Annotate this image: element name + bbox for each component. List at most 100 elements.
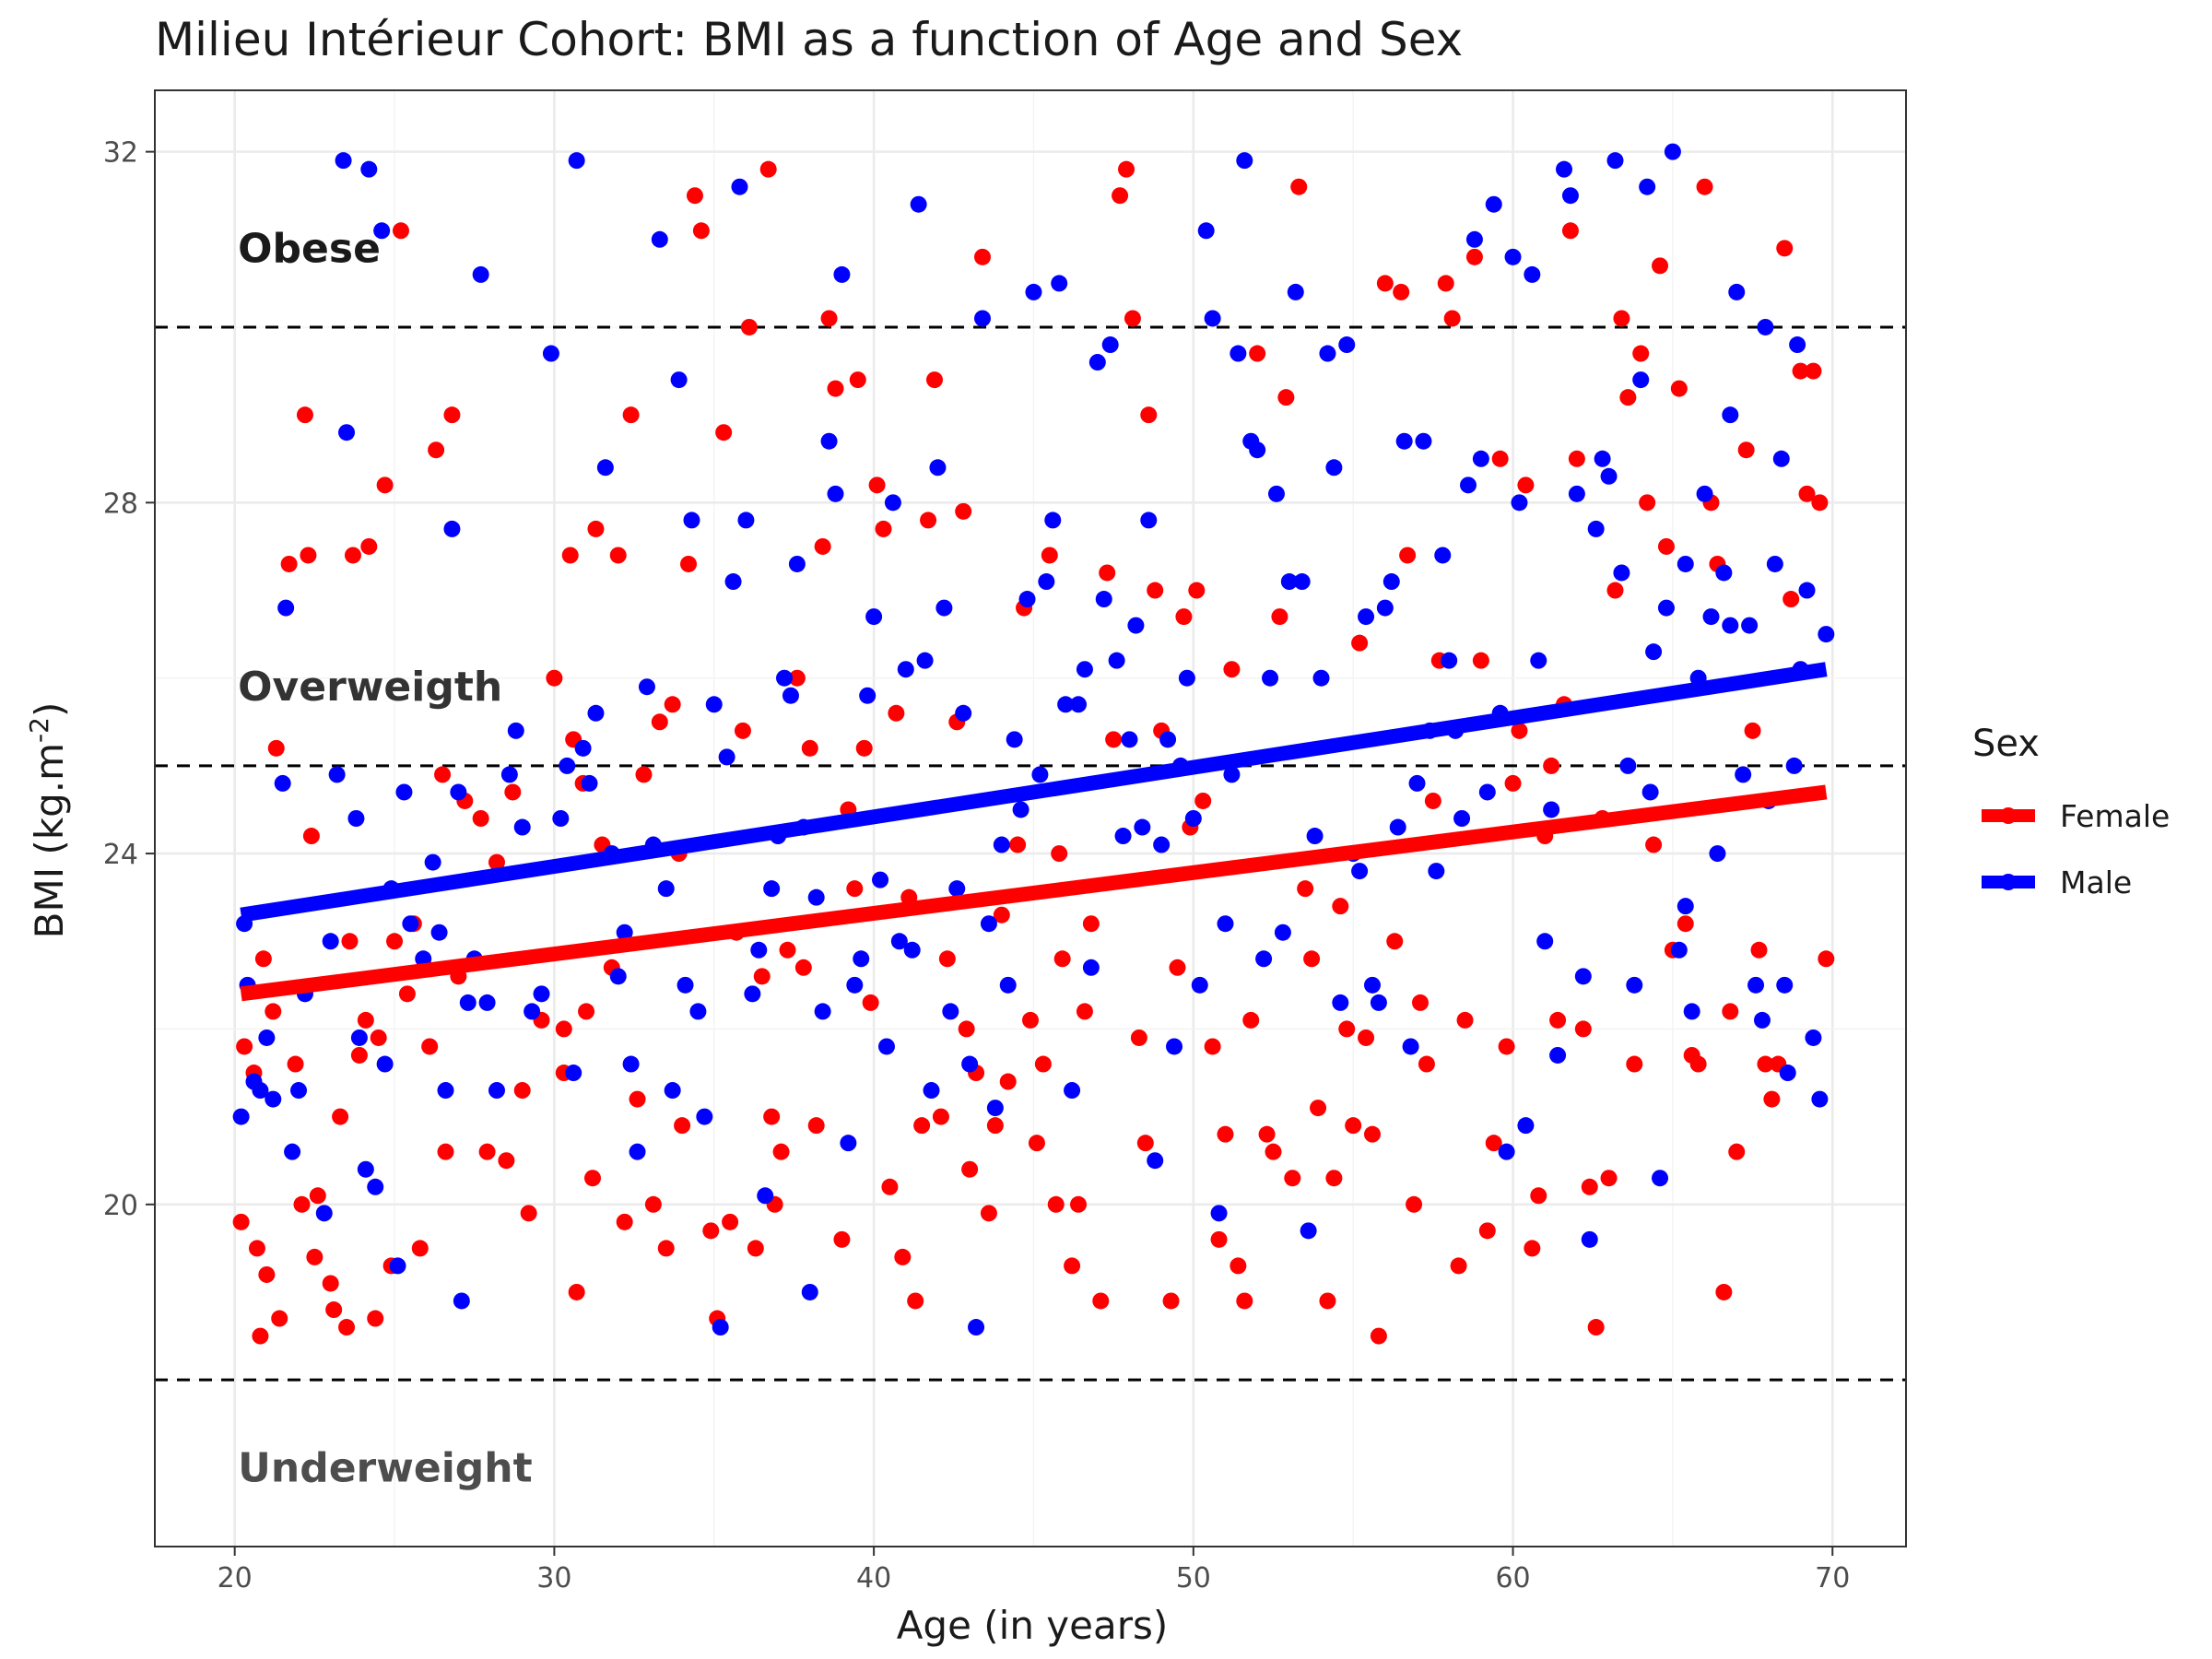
data-point <box>999 976 1017 994</box>
data-point <box>1376 275 1394 292</box>
trend-line-male <box>240 662 1828 923</box>
data-point <box>731 178 748 195</box>
data-point <box>1530 1187 1547 1205</box>
data-point <box>1664 143 1681 160</box>
x-tick-label: 20 <box>218 1562 253 1594</box>
data-point <box>1159 731 1177 748</box>
data-point <box>1747 976 1765 994</box>
data-point <box>450 783 467 801</box>
data-point <box>1753 1011 1771 1029</box>
data-point <box>1491 450 1509 467</box>
data-point <box>1370 994 1387 1011</box>
data-point <box>961 1160 979 1178</box>
y-axis-title: BMI (kg.m-2) <box>24 702 72 939</box>
data-point <box>258 1029 276 1046</box>
data-point <box>1600 467 1618 485</box>
data-point <box>1057 696 1075 713</box>
data-point <box>890 933 908 950</box>
data-point <box>1465 230 1483 248</box>
data-point <box>392 222 409 240</box>
data-point <box>1453 810 1471 827</box>
data-point <box>897 661 914 678</box>
x-axis-title: Age (in years) <box>897 1603 1169 1648</box>
data-point <box>430 924 448 941</box>
data-point <box>1415 432 1432 450</box>
data-point <box>1530 652 1547 669</box>
legend-title: Sex <box>1972 723 2040 765</box>
data-point <box>443 406 461 424</box>
data-point <box>1402 1038 1419 1055</box>
x-tick-label: 70 <box>1815 1562 1850 1594</box>
data-point <box>1805 362 1822 380</box>
data-point <box>674 1117 691 1135</box>
data-point <box>1351 634 1369 652</box>
data-point <box>596 459 614 477</box>
data-point <box>1737 441 1755 459</box>
data-point <box>1363 976 1381 994</box>
data-point <box>1358 608 1375 626</box>
data-point <box>1789 336 1806 354</box>
data-point <box>533 985 550 1003</box>
data-point <box>421 1038 439 1055</box>
data-point <box>290 1082 308 1100</box>
data-point <box>280 555 298 572</box>
data-point <box>958 1020 975 1038</box>
data-point <box>1818 626 1835 643</box>
data-point <box>1677 555 1694 572</box>
data-point <box>763 880 781 898</box>
data-point <box>395 783 413 801</box>
data-point <box>776 669 794 687</box>
data-point <box>488 1082 505 1100</box>
data-point <box>232 1108 250 1125</box>
data-point <box>1792 362 1809 380</box>
data-point <box>1441 652 1458 669</box>
data-point <box>1280 573 1298 591</box>
data-point <box>1389 818 1406 836</box>
data-point <box>1411 994 1429 1011</box>
data-point <box>428 441 445 459</box>
data-point <box>712 1319 729 1336</box>
data-point <box>1613 564 1630 582</box>
data-point <box>1044 512 1062 529</box>
data-point <box>1626 976 1643 994</box>
data-point <box>1478 783 1496 801</box>
data-point <box>635 766 653 783</box>
data-point <box>338 424 356 441</box>
data-point <box>1095 591 1112 608</box>
data-point <box>1543 757 1560 774</box>
data-point <box>1798 582 1816 599</box>
data-point <box>1757 1055 1774 1073</box>
data-point <box>686 187 703 205</box>
data-point <box>252 1082 269 1100</box>
data-point <box>1112 187 1129 205</box>
data-point <box>386 933 404 950</box>
data-point <box>1517 477 1535 494</box>
data-point <box>472 810 489 827</box>
data-point <box>1408 774 1426 792</box>
data-point <box>872 871 889 888</box>
data-point <box>820 310 838 327</box>
data-point <box>868 477 886 494</box>
data-point <box>322 933 339 950</box>
data-point <box>398 985 416 1003</box>
data-point <box>325 1301 343 1319</box>
data-point <box>881 1178 899 1195</box>
data-point <box>1766 555 1783 572</box>
data-point <box>1274 924 1291 941</box>
data-point <box>1587 520 1605 537</box>
data-point <box>568 152 585 170</box>
data-point <box>335 152 352 170</box>
x-tick-label: 40 <box>856 1562 891 1594</box>
data-point <box>1549 1011 1567 1029</box>
data-point <box>315 1205 333 1222</box>
data-point <box>561 547 579 564</box>
data-point <box>955 502 972 520</box>
data-point <box>788 555 806 572</box>
data-point <box>252 1327 269 1345</box>
y-axis-title-close: ) <box>27 702 72 717</box>
data-point <box>584 1170 601 1187</box>
data-point <box>1303 950 1321 968</box>
data-point <box>986 1117 1004 1135</box>
data-point <box>1088 354 1106 371</box>
data-point <box>1472 652 1489 669</box>
